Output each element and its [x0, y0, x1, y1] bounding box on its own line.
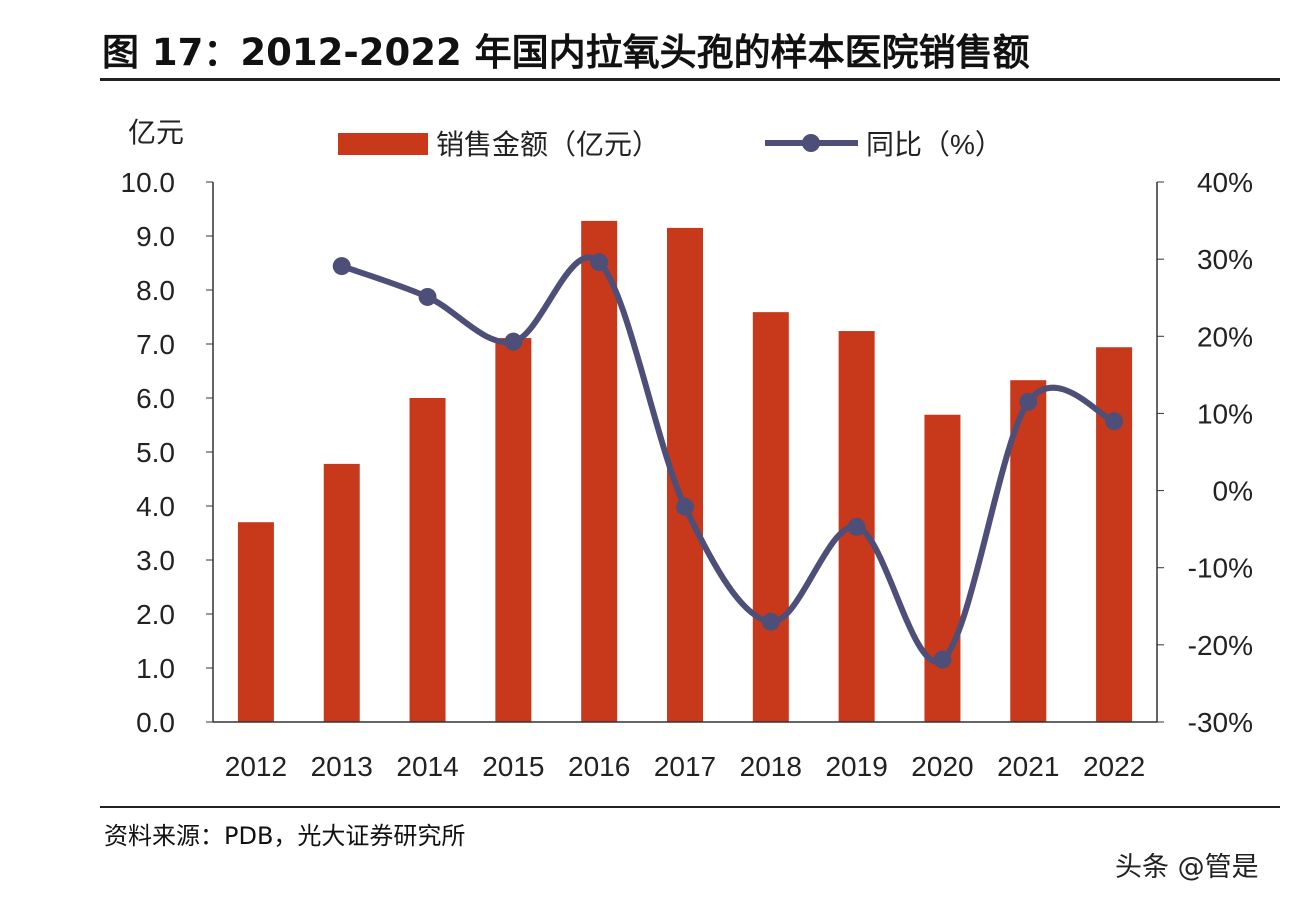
x-tick-label: 2019: [825, 751, 887, 782]
yoy-point-2015: [504, 332, 523, 351]
yoy-point-2019: [847, 517, 866, 536]
yoy-point-2018: [761, 612, 780, 631]
yoy-point-2020: [933, 650, 952, 669]
bar-2018: [752, 312, 789, 722]
bottom-rule: [100, 806, 1280, 808]
yoy-point-2017: [676, 497, 694, 516]
left-tick-label: 6.0: [136, 383, 175, 414]
right-tick-label: -30%: [1188, 707, 1253, 738]
x-tick-label: 2014: [396, 751, 458, 782]
right-tick-label: 30%: [1197, 244, 1253, 275]
bar-2021: [1010, 380, 1047, 722]
bar-2020: [924, 414, 961, 722]
bar-2015: [495, 338, 532, 722]
right-tick-label: -20%: [1188, 630, 1253, 661]
left-tick-label: 0.0: [136, 707, 175, 738]
left-tick-label: 9.0: [136, 221, 175, 252]
x-tick-label: 2013: [311, 751, 373, 782]
yoy-point-2013: [332, 257, 351, 276]
yoy-point-2016: [590, 253, 609, 272]
right-tick-label: 20%: [1197, 321, 1253, 352]
right-tick-label: 40%: [1197, 167, 1253, 198]
right-tick-label: -10%: [1188, 553, 1253, 584]
source-note: 资料来源：PDB，光大证券研究所: [104, 822, 466, 850]
legend-line-label: 同比（%）: [866, 129, 1003, 160]
x-tick-label: 2018: [740, 751, 802, 782]
yoy-point-2022: [1105, 412, 1124, 431]
yoy-point-2021: [1019, 392, 1038, 411]
x-tick-label: 2012: [225, 751, 287, 782]
x-tick-label: 2020: [911, 751, 973, 782]
right-tick-label: 10%: [1197, 398, 1253, 429]
left-tick-label: 10.0: [121, 167, 176, 198]
x-tick-label: 2022: [1083, 751, 1145, 782]
yoy-point-2014: [418, 287, 437, 306]
yoy-line: [340, 254, 1116, 665]
left-axis-label: 亿元: [128, 117, 184, 148]
right-tick-label: 0%: [1213, 476, 1253, 507]
x-tick-label: 2015: [482, 751, 544, 782]
left-tick-label: 3.0: [136, 545, 175, 576]
legend-bar-swatch: [338, 133, 428, 155]
legend-line-marker: [802, 134, 820, 152]
left-tick-label: 8.0: [136, 275, 175, 306]
bar-2012: [237, 522, 274, 722]
left-tick-label: 2.0: [136, 599, 175, 630]
bar-2014: [409, 398, 446, 722]
top-rule: [100, 78, 1280, 81]
x-tick-label: 2021: [997, 751, 1059, 782]
x-tick-label: 2016: [568, 751, 630, 782]
legend-bar-label: 销售金额（亿元）: [436, 129, 660, 160]
bar-2016: [581, 220, 618, 722]
left-tick-label: 5.0: [136, 437, 175, 468]
chart-title: 图 17：2012-2022 年国内拉氧头孢的样本医院销售额: [102, 31, 1030, 74]
bar-2013: [323, 463, 360, 722]
left-tick-label: 1.0: [136, 653, 175, 684]
bar-2022: [1096, 347, 1133, 722]
watermark: 头条 @管是: [1115, 852, 1259, 883]
x-tick-label: 2017: [654, 751, 716, 782]
left-tick-label: 7.0: [136, 329, 175, 360]
left-tick-label: 4.0: [136, 491, 175, 522]
